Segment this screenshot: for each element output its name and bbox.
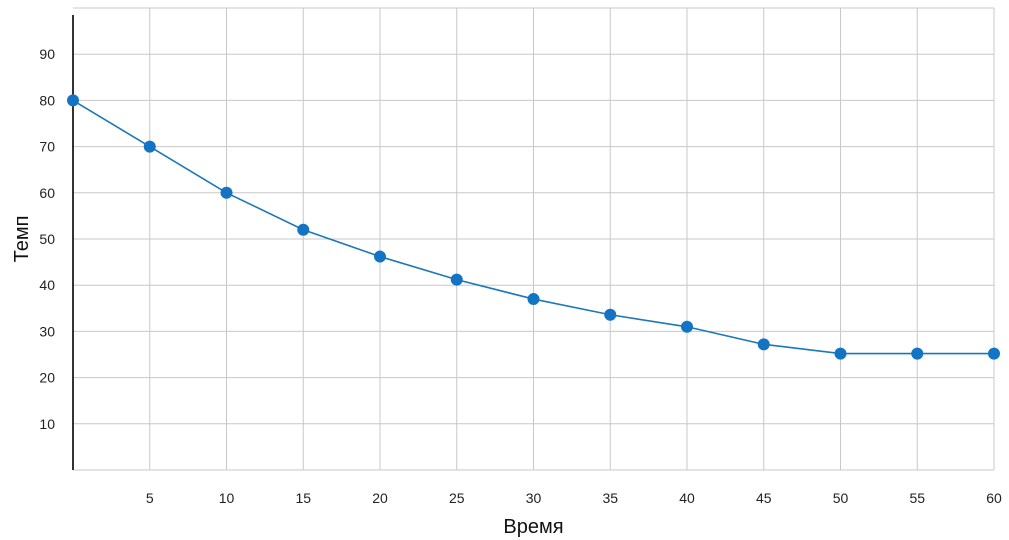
data-point (374, 250, 386, 263)
data-point (834, 347, 847, 360)
y-axis-title: Темп (11, 216, 33, 263)
data-point (988, 347, 1000, 360)
data-point (297, 223, 310, 236)
x-tick-label: 10 (219, 490, 235, 506)
y-tick-label: 90 (39, 46, 55, 62)
x-tick-label: 25 (449, 490, 465, 506)
x-tick-label: 5 (146, 490, 154, 506)
data-point (681, 320, 693, 333)
data-point (911, 347, 924, 360)
x-tick-label: 30 (526, 490, 542, 506)
y-tick-label: 70 (39, 139, 55, 155)
data-point (527, 293, 540, 306)
y-tick-label: 50 (39, 231, 55, 247)
data-point (450, 273, 463, 286)
y-tick-label: 40 (39, 277, 55, 293)
data-points (67, 94, 1000, 360)
y-tick-label: 20 (39, 370, 55, 386)
y-tick-label: 30 (39, 323, 55, 339)
y-tick-label: 10 (39, 416, 55, 432)
x-tick-label: 60 (986, 490, 1002, 506)
data-point (143, 140, 156, 153)
y-tick-labels: 10 20 30 40 50 60 70 80 90 (39, 46, 55, 432)
y-tick-label: 80 (39, 92, 55, 108)
x-tick-label: 15 (295, 490, 311, 506)
grid (73, 7, 995, 471)
y-tick-label: 60 (39, 185, 55, 201)
data-point (757, 338, 770, 351)
data-point (220, 186, 233, 199)
x-tick-label: 50 (833, 490, 849, 506)
x-axis-title: Время (503, 516, 563, 538)
data-point (604, 308, 617, 321)
x-tick-label: 20 (372, 490, 388, 506)
x-tick-labels: 5 10 15 20 25 30 35 40 45 50 55 60 (146, 490, 1002, 506)
x-tick-label: 55 (909, 490, 925, 506)
x-tick-label: 45 (756, 490, 772, 506)
x-tick-label: 40 (679, 490, 695, 506)
x-tick-label: 35 (602, 490, 618, 506)
data-point (67, 94, 79, 107)
